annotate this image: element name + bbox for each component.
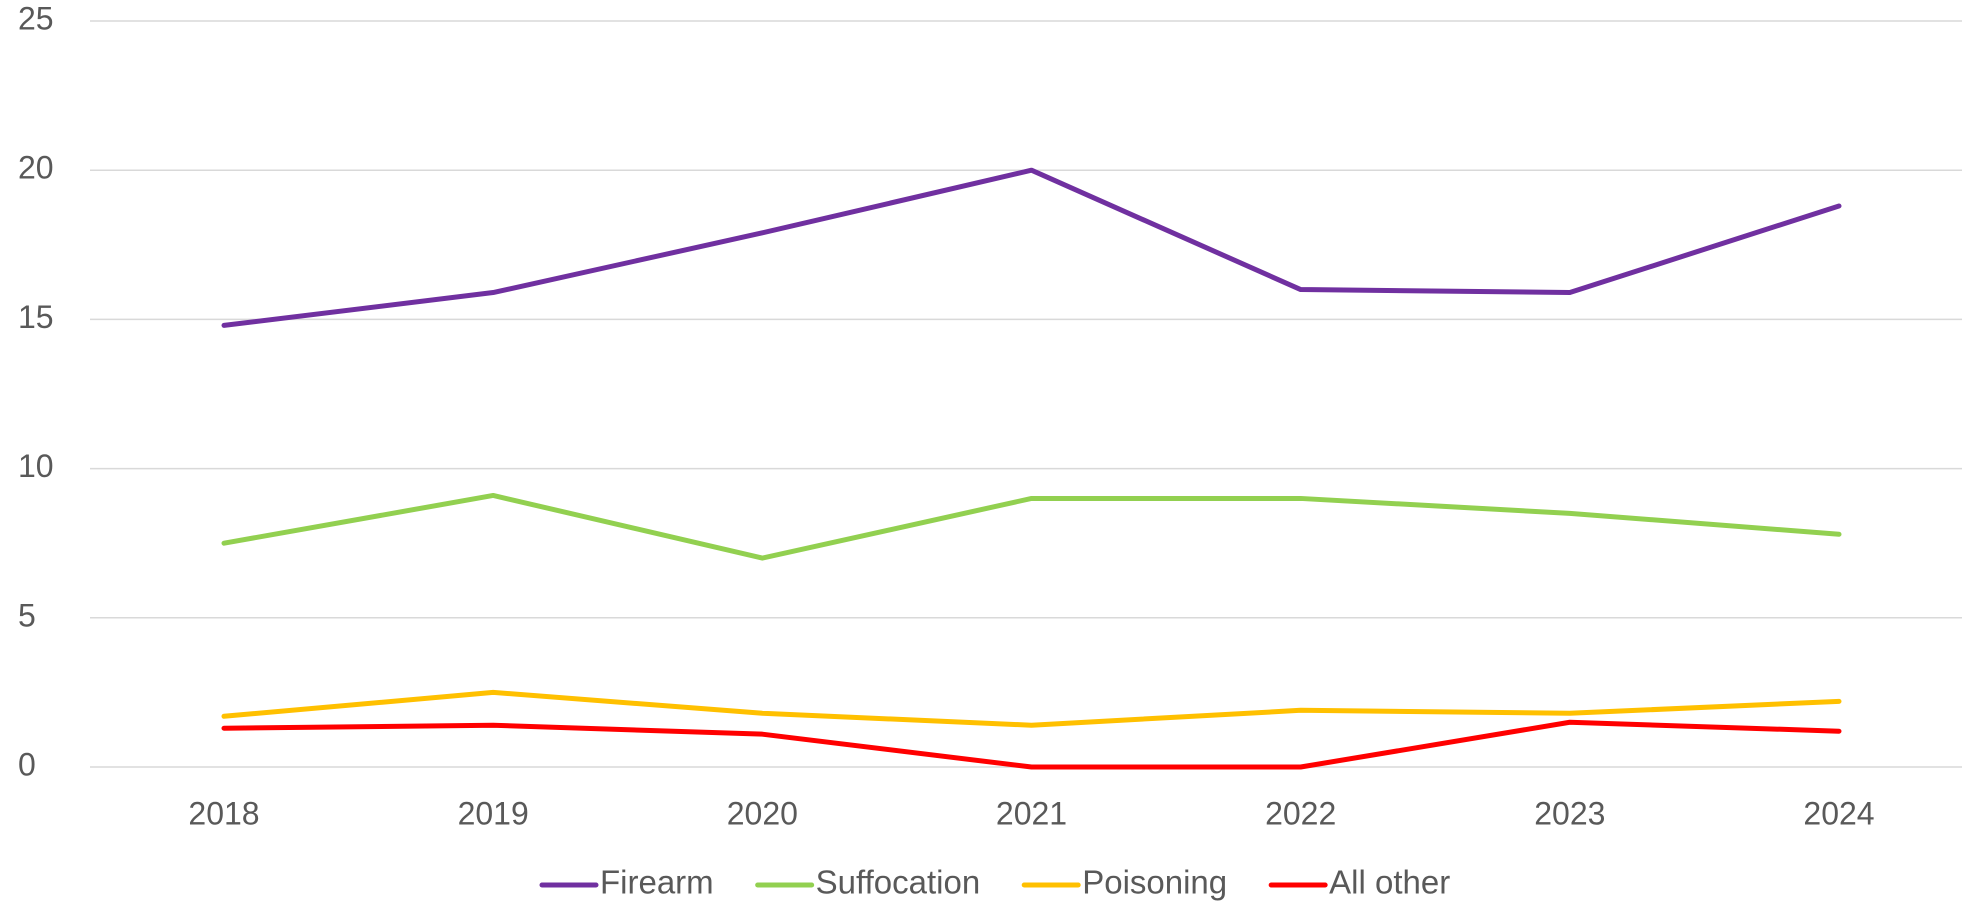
x-tick-label: 2024 <box>1803 795 1874 831</box>
series-line <box>221 719 1842 770</box>
legend-label: All other <box>1329 864 1450 901</box>
legend-label: Suffocation <box>816 864 981 901</box>
x-tick-label: 2018 <box>188 795 259 831</box>
x-tick-label: 2021 <box>996 795 1067 831</box>
x-tick-label: 2019 <box>458 795 529 831</box>
y-tick-label: 15 <box>18 299 54 335</box>
y-tick-label: 5 <box>18 597 36 633</box>
series-line <box>221 689 1842 728</box>
y-tick-label: 0 <box>18 746 36 782</box>
series-line <box>221 167 1842 328</box>
x-tick-label: 2022 <box>1265 795 1336 831</box>
legend-label: Firearm <box>600 864 714 901</box>
x-tick-label: 2020 <box>727 795 798 831</box>
y-tick-label: 10 <box>18 448 54 484</box>
x-tick-label: 2023 <box>1534 795 1605 831</box>
y-tick-label: 20 <box>18 150 54 186</box>
legend-label: Poisoning <box>1082 864 1227 901</box>
series-line <box>221 492 1842 561</box>
y-tick-label: 25 <box>18 0 54 36</box>
